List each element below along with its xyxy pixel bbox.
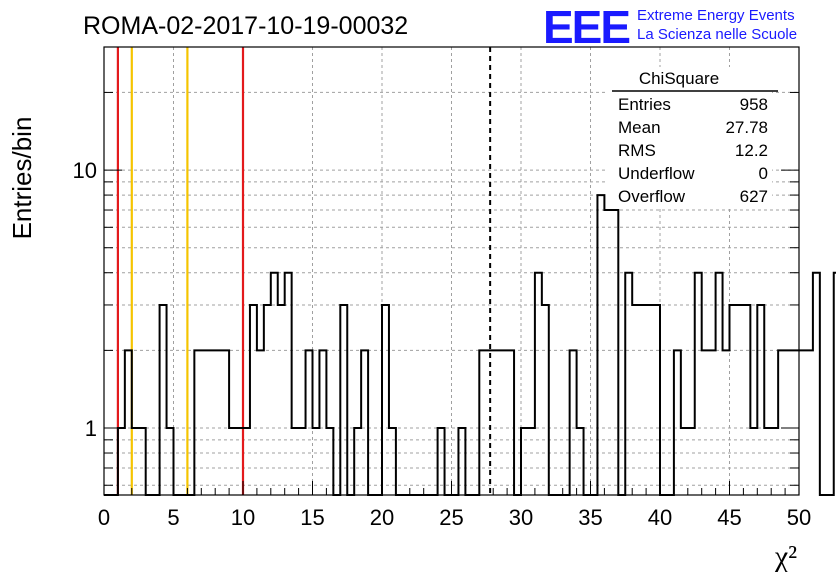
x-axis-label: χ² bbox=[774, 540, 797, 572]
stats-label-rms: RMS bbox=[618, 141, 656, 160]
x-tick-label: 35 bbox=[578, 505, 602, 530]
plot-frame bbox=[103, 46, 800, 496]
stats-value-entries: 958 bbox=[740, 95, 768, 114]
x-tick-label: 5 bbox=[167, 505, 179, 530]
axis-ticks: 0 5 10 15 20 25 30 35 40 45 50 1 10 bbox=[73, 46, 811, 530]
stats-title: ChiSquare bbox=[639, 69, 719, 88]
stats-value-mean: 27.78 bbox=[725, 118, 768, 137]
logo-line-2: La Scienza nelle Scuole bbox=[637, 26, 797, 43]
stats-label-overflow: Overflow bbox=[618, 187, 686, 206]
histogram-outline bbox=[104, 194, 836, 496]
chart-title: ROMA-02-2017-10-19-00032 bbox=[83, 12, 408, 40]
x-tick-label: 25 bbox=[439, 505, 463, 530]
x-tick-label: 45 bbox=[717, 505, 741, 530]
stats-label-entries: Entries bbox=[618, 95, 671, 114]
y-axis-label: Entries/bin bbox=[7, 117, 37, 240]
stats-value-underflow: 0 bbox=[759, 164, 768, 183]
grid-lines bbox=[104, 46, 799, 495]
stats-value-overflow: 627 bbox=[740, 187, 768, 206]
x-tick-label: 0 bbox=[98, 505, 110, 530]
y-tick-label: 1 bbox=[85, 416, 97, 441]
stats-label-mean: Mean bbox=[618, 118, 661, 137]
x-tick-label: 20 bbox=[370, 505, 394, 530]
stats-label-underflow: Underflow bbox=[618, 164, 695, 183]
stats-box: ChiSquare Entries 958 Mean 27.78 RMS 12.… bbox=[606, 67, 778, 207]
x-tick-label: 10 bbox=[231, 505, 255, 530]
x-tick-label: 50 bbox=[787, 505, 811, 530]
x-tick-label: 40 bbox=[648, 505, 672, 530]
y-tick-label: 10 bbox=[73, 158, 97, 183]
logo-line-1: Extreme Energy Events bbox=[637, 7, 795, 24]
x-tick-label: 30 bbox=[509, 505, 533, 530]
eee-logo: EEE bbox=[543, 1, 629, 53]
stats-value-rms: 12.2 bbox=[735, 141, 768, 160]
stats-box-background bbox=[606, 67, 772, 207]
x-tick-label: 15 bbox=[300, 505, 324, 530]
